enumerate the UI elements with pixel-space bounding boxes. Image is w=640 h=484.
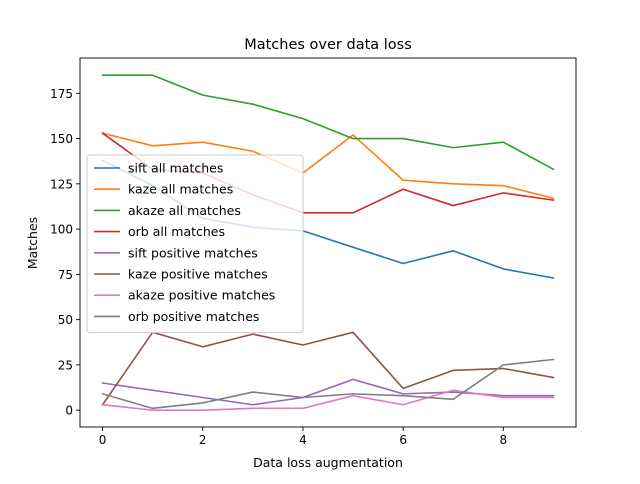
- legend-label: akaze all matches: [128, 203, 241, 218]
- x-tick-label: 0: [99, 433, 107, 447]
- y-tick-label: 100: [50, 223, 73, 237]
- legend-label: sift positive matches: [128, 245, 258, 260]
- legend-box: [86, 154, 304, 334]
- y-axis-label: Matches: [25, 217, 40, 269]
- series-line-orb-positive-matches: [101, 358, 555, 410]
- y-tick-label: 175: [50, 87, 73, 101]
- y-tick-label: 150: [50, 132, 73, 146]
- legend: sift all matches kaze all matches akaze al…: [86, 154, 304, 334]
- legend-label: orb positive matches: [128, 309, 259, 324]
- y-tick-label: 50: [58, 313, 73, 327]
- legend-label: akaze positive matches: [128, 288, 275, 303]
- axes-layer: 0 2 4 6 8 0 25 50 75 100 125 150 175: [50, 57, 577, 447]
- legend-label: kaze positive matches: [128, 267, 268, 282]
- x-tick-label: 6: [399, 433, 407, 447]
- legend-label: sift all matches: [128, 161, 223, 176]
- x-tick-label: 2: [199, 433, 207, 447]
- series-line-kaze-positive-matches: [101, 331, 555, 406]
- series-line-akaze-positive-matches: [101, 389, 555, 411]
- series-line-akaze-all-matches: [101, 74, 555, 171]
- y-tick-label: 0: [65, 404, 73, 418]
- x-tick-label: 4: [299, 433, 307, 447]
- x-axis-label: Data loss augmentation: [253, 455, 403, 470]
- y-tick-label: 125: [50, 177, 73, 191]
- x-tick-label: 8: [500, 433, 508, 447]
- chart-title: Matches over data loss: [244, 37, 412, 53]
- legend-label: kaze all matches: [128, 182, 233, 197]
- plot-frame: [79, 57, 577, 428]
- y-tick-label: 25: [58, 358, 73, 372]
- y-tick-label: 75: [58, 268, 73, 282]
- series-line-kaze-all-matches: [101, 132, 555, 200]
- legend-label: orb all matches: [128, 224, 225, 239]
